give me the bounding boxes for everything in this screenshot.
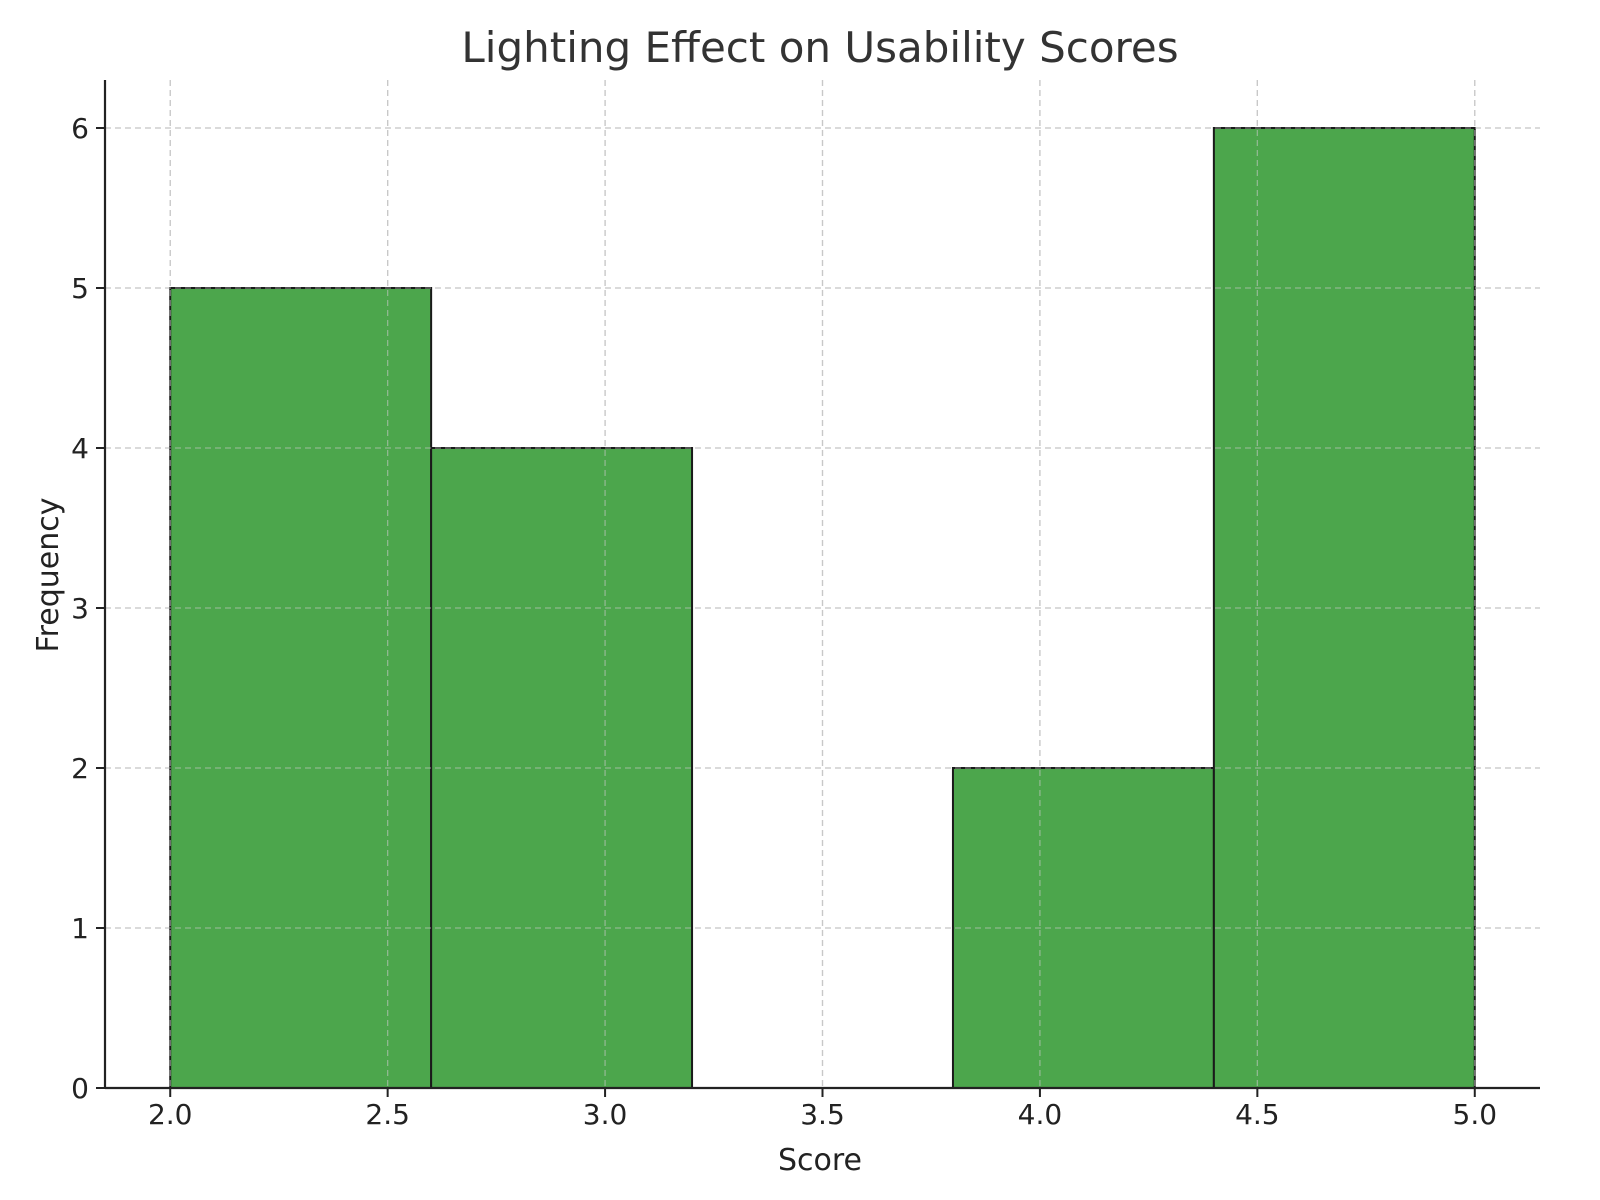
x-tick-label: 4.0 [1018, 1098, 1063, 1131]
x-tick-label: 2.5 [365, 1098, 410, 1131]
x-tick-label: 3.0 [583, 1098, 628, 1131]
y-tick-label: 6 [71, 112, 89, 145]
x-tick-label: 4.5 [1235, 1098, 1280, 1131]
y-tick-label: 1 [71, 912, 89, 945]
y-axis-label: Frequency [31, 498, 66, 653]
x-tick-label: 5.0 [1453, 1098, 1498, 1131]
chart-title: Lighting Effect on Usability Scores [461, 23, 1178, 72]
x-axis-label: Score [778, 1143, 862, 1178]
y-tick-label: 3 [71, 592, 89, 625]
y-tick-label: 2 [71, 752, 89, 785]
histogram-bar [951, 767, 1215, 1089]
ticks: 2.0 2.5 3.0 3.5 4.0 4.5 5.0 0 1 2 3 4 5 6 [71, 112, 1497, 1131]
x-tick-label: 3.5 [800, 1098, 845, 1131]
y-tick-label: 4 [71, 432, 89, 465]
x-tick-label: 2.0 [148, 1098, 193, 1131]
histogram-bar [169, 287, 433, 1089]
y-tick-label: 5 [71, 272, 89, 305]
bars [105, 80, 1540, 1089]
y-tick-label: 0 [71, 1072, 89, 1105]
